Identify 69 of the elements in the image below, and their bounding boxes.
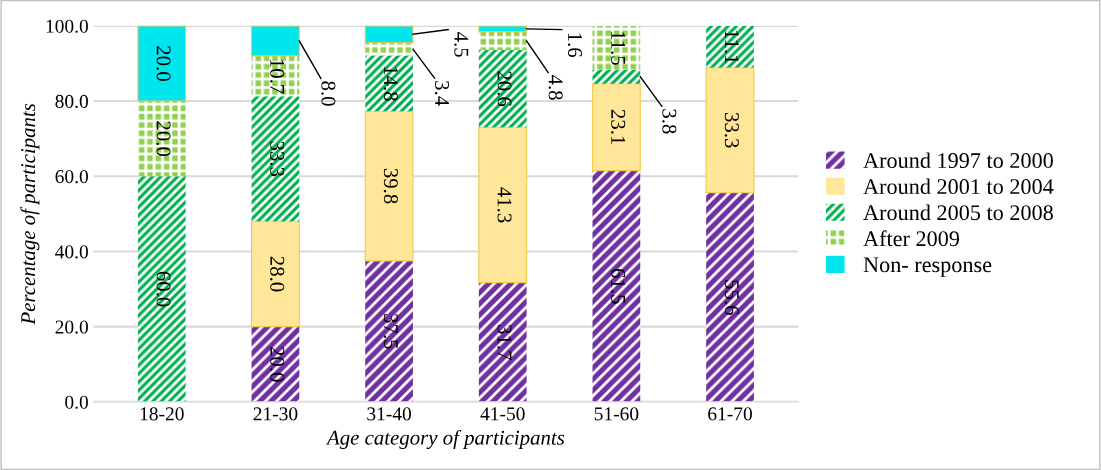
bar: [364, 110, 414, 262]
bar: [592, 69, 641, 84]
data-label: 20.6: [497, 71, 512, 107]
bar: [478, 25, 528, 33]
data-label: 31.7: [497, 325, 512, 360]
data-label: 20.0: [270, 346, 285, 382]
data-label: 4.5: [454, 32, 469, 57]
bar: [365, 55, 413, 112]
bar: [137, 101, 186, 177]
bar: [251, 25, 300, 57]
data-label: 41.3: [497, 187, 512, 223]
bar: [251, 96, 300, 222]
bar: [591, 83, 641, 172]
data-label: 14.8: [383, 66, 398, 101]
legend-label: Around 1997 to 2000: [863, 152, 1053, 169]
bar: [365, 260, 413, 402]
data-label: 10.7: [270, 59, 285, 94]
legend-label: Around 2005 to 2008: [863, 204, 1053, 221]
x-tick-label: 51-60: [594, 407, 639, 421]
bar: [592, 170, 641, 402]
bar: [478, 126, 528, 284]
bar: [706, 192, 754, 402]
data-label: 55.6: [724, 280, 739, 315]
bar: [478, 31, 527, 50]
bar: [251, 55, 300, 97]
data-label: 39.8: [383, 168, 398, 204]
x-tick-label: 18-20: [140, 407, 184, 421]
bar: [478, 282, 527, 402]
y-axis-title: Percentage of participants: [20, 103, 40, 325]
data-label: 11.5: [611, 31, 626, 65]
bar: [251, 220, 300, 328]
bar: [137, 25, 187, 102]
legend-label: After 2009: [863, 230, 960, 247]
data-label: 33.3: [270, 141, 285, 177]
data-label: 3.4: [434, 81, 450, 106]
bar: [478, 49, 527, 128]
bar: [137, 176, 186, 402]
data-label: 20.0: [156, 121, 171, 157]
data-label: 20.0: [156, 46, 171, 81]
x-tick-label: 41-50: [480, 407, 525, 421]
data-label: 61.5: [611, 268, 626, 304]
bar: [705, 67, 755, 194]
data-label: 37.5: [383, 314, 398, 349]
bar: [706, 25, 754, 68]
data-label: 8.0: [321, 81, 336, 106]
bar: [365, 42, 413, 56]
data-label: 28.0: [270, 256, 285, 292]
y-tick-label: 60.0: [55, 170, 88, 184]
y-tick-label: 20.0: [55, 320, 88, 334]
legend-label: Non- response: [863, 257, 992, 277]
y-tick-label: 100.0: [46, 19, 88, 33]
bar: [364, 25, 414, 44]
data-label: 1.6: [567, 33, 582, 58]
data-label: 4.8: [548, 74, 563, 100]
data-label: 23.1: [611, 109, 626, 145]
x-tick-label: 61-70: [708, 407, 752, 421]
y-tick-label: 40.0: [55, 245, 88, 259]
bar: [592, 26, 641, 70]
data-label: 3.8: [662, 109, 677, 134]
data-label: 33.3: [724, 112, 739, 148]
y-tick-label: 80.0: [55, 94, 88, 109]
y-tick-label: 0.0: [65, 395, 88, 409]
x-tick-label: 31-40: [367, 407, 412, 421]
legend-label: Around 2001 to 2004: [863, 178, 1054, 195]
x-axis-title: Age category of participants: [325, 429, 565, 450]
data-label: 11.1: [724, 30, 739, 64]
data-label: 60.0: [156, 271, 171, 307]
x-tick-label: 21-30: [253, 407, 298, 421]
bar: [251, 326, 300, 402]
